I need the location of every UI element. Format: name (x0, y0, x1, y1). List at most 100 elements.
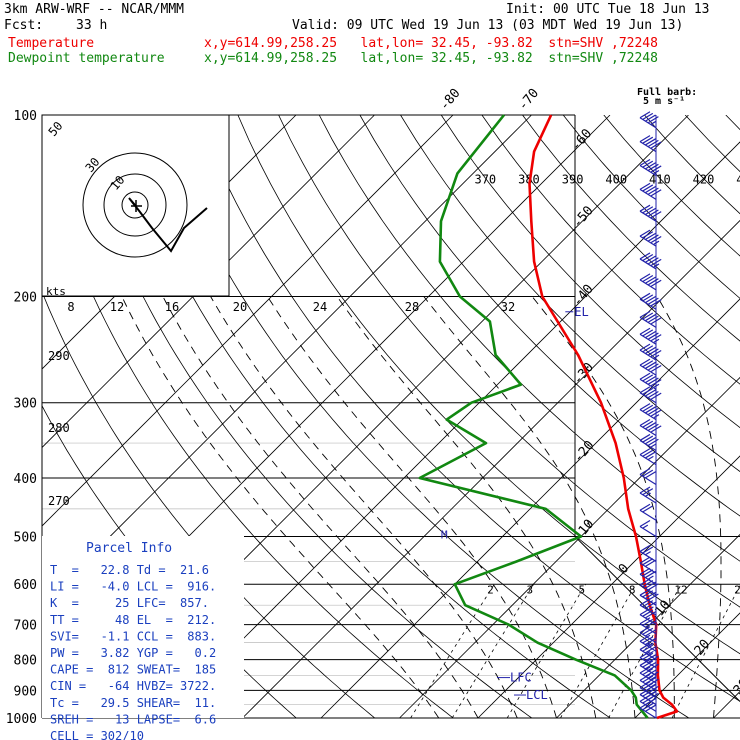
hodograph-speed-label: 8 (67, 300, 74, 314)
barb-flag (642, 618, 654, 626)
barb-shaft (639, 298, 657, 310)
barb-flag (650, 189, 662, 197)
barb-shaft (639, 492, 657, 504)
barb-flag (642, 668, 654, 676)
barb-shaft (639, 614, 657, 626)
barb-flag (645, 389, 656, 397)
pressure-label: 300 (14, 397, 37, 412)
parcel-info-title: Parcel Info (86, 541, 172, 556)
dry-adiabat (725, 115, 740, 131)
parcel-info-row: K = 25 LFC= 857. (50, 596, 209, 610)
barb-flag (650, 409, 662, 417)
barb-flag (642, 360, 654, 368)
moist-adiabat (531, 296, 675, 718)
barb-flag (642, 184, 654, 192)
barb-flag (639, 135, 651, 143)
barb-shaft (639, 672, 657, 684)
barb-flag (650, 236, 662, 244)
barb-flag (645, 559, 656, 567)
wind-barb (639, 252, 662, 270)
barb-half-flag (653, 170, 660, 175)
barb-flag (645, 437, 656, 445)
barb-flag (645, 186, 656, 194)
barb-flag (648, 377, 659, 385)
dry-adiabat (196, 115, 740, 702)
barb-half-flag (645, 551, 651, 556)
parcel-marker: M (441, 528, 448, 541)
barb-shaft (639, 700, 657, 712)
barb-flag (642, 652, 654, 660)
barb-shaft (639, 632, 657, 644)
wind-barb (639, 358, 662, 376)
barb-flag (639, 292, 651, 300)
barb-flag (642, 505, 654, 513)
wind-barb (639, 448, 657, 466)
barb-half-flag (653, 383, 660, 388)
barb-flag (645, 669, 656, 677)
barb-flag (639, 673, 651, 681)
barb-flag (648, 363, 659, 371)
barb-flag (645, 677, 656, 685)
barb-flag (639, 467, 651, 476)
barb-flag (642, 387, 654, 395)
barb-shaft (639, 424, 657, 436)
barb-legend-units: 5 m s⁻¹ (643, 96, 685, 107)
barb-shaft (639, 188, 657, 200)
barb-flag (645, 295, 656, 304)
barb-flag (650, 258, 662, 266)
parcel-info-row: SVI= -1.1 CCL = 883. (50, 629, 216, 643)
barb-half-flag (648, 642, 654, 647)
barb-shaft (639, 439, 657, 451)
theta-label-left: 280 (48, 421, 70, 435)
pressure-label: 500 (14, 530, 37, 545)
barb-flag (639, 643, 651, 651)
hodograph-trace (128, 197, 208, 253)
wind-barb (639, 204, 662, 222)
barb-flag (639, 626, 651, 634)
wind-barb (639, 310, 662, 328)
hodograph-speed-label: 32 (501, 300, 515, 314)
temperature-location: x,y=614.99,258.25 lat,lon= 32.45, -93.82… (204, 36, 658, 51)
barb-flag (639, 666, 651, 674)
theta-label: 430 (736, 173, 740, 187)
barb-half-flag (650, 675, 657, 680)
isotherm (399, 376, 740, 718)
barb-flag (650, 211, 662, 219)
moist-adiabat (162, 296, 479, 718)
barb-flag (642, 558, 654, 566)
barb-flag (642, 312, 654, 320)
barb-flag (645, 361, 656, 369)
barb-flag (639, 503, 651, 511)
barb-flag (642, 404, 654, 412)
wind-barb (639, 292, 662, 310)
barb-flag (639, 519, 651, 527)
dry-adiabat (359, 115, 740, 517)
barb-flag (645, 637, 656, 645)
isotherm (477, 455, 740, 718)
barb-half-flag (650, 683, 657, 688)
dry-adiabat (115, 115, 611, 718)
isotherm (42, 115, 454, 527)
barb-flag (639, 418, 651, 426)
barb-flag (639, 386, 651, 394)
dry-adiabat (318, 115, 740, 562)
barb-half-flag (653, 354, 660, 359)
barb-flag (639, 159, 651, 167)
barb-flag (648, 390, 659, 399)
parcel-info-row: CIN = -64 HVBZ= 3722. (50, 679, 216, 693)
parcel-info-background (42, 536, 244, 718)
barb-shaft (639, 649, 657, 661)
barb-shaft (639, 594, 657, 606)
barb-shaft (639, 525, 657, 537)
barb-flag (648, 139, 659, 147)
barb-flag (642, 160, 654, 168)
wind-barb (639, 273, 662, 291)
wind-barb (639, 544, 657, 562)
barb-flag (645, 375, 656, 383)
theta-label: 410 (649, 173, 671, 187)
wind-barb (639, 343, 662, 361)
barb-flag (642, 294, 654, 302)
barb-flag (639, 544, 651, 552)
barb-shaft (639, 584, 657, 596)
